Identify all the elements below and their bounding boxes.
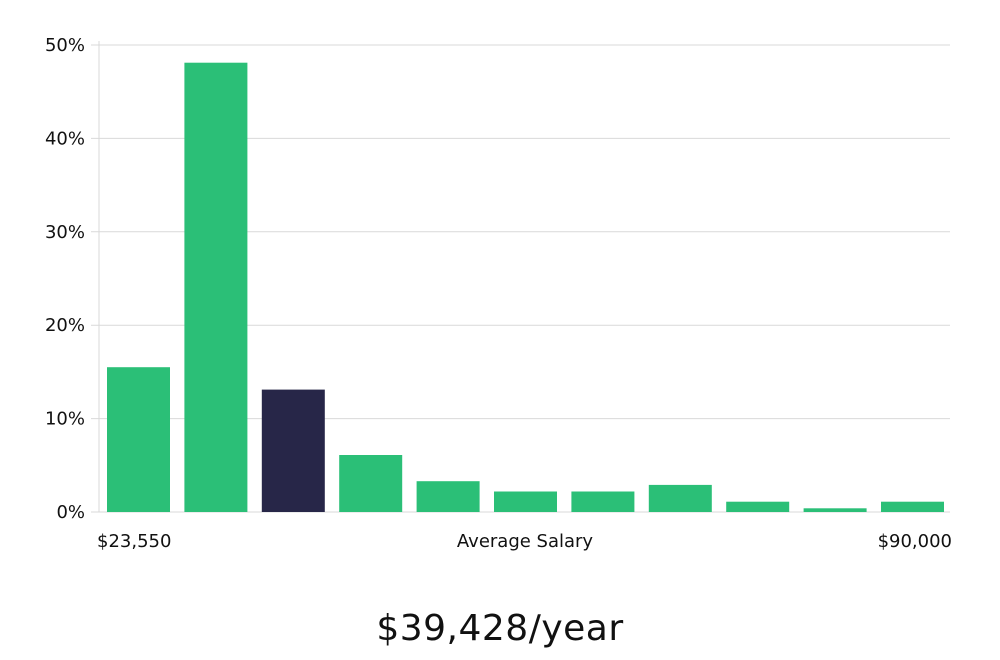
bar <box>571 491 635 512</box>
bar-highlighted <box>261 389 325 512</box>
y-tick-label: 50% <box>45 35 85 56</box>
average-salary: $39,428/year <box>376 608 624 649</box>
bars <box>107 62 944 512</box>
y-tick-label: 20% <box>45 315 85 336</box>
y-tick-label: 40% <box>45 128 85 149</box>
x-max-label: $90,000 <box>878 531 952 552</box>
y-tick-label: 10% <box>45 409 85 430</box>
bar <box>494 491 557 512</box>
bar <box>726 501 790 512</box>
bar <box>881 501 944 512</box>
bar <box>339 455 403 512</box>
y-tick-label: 0% <box>56 502 85 523</box>
x-axis-title: Average Salary <box>457 531 594 552</box>
x-min-label: $23,550 <box>97 531 171 552</box>
bar <box>416 481 480 512</box>
y-tick-label: 30% <box>45 222 85 243</box>
bar <box>648 484 712 512</box>
bar <box>107 367 170 512</box>
y-axis-tick-labels: 0% 10% 20% 30% 40% 50% <box>45 35 85 523</box>
bar <box>803 508 867 512</box>
bar <box>184 62 248 512</box>
salary-distribution-chart: 0% 10% 20% 30% 40% 50% $23,550 Average Salary… <box>45 35 952 552</box>
